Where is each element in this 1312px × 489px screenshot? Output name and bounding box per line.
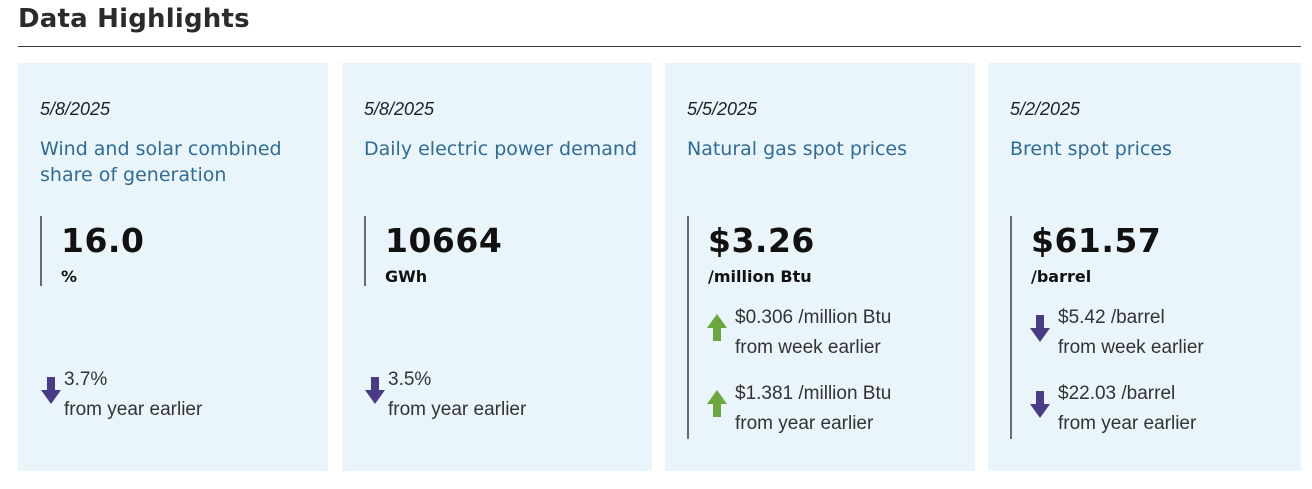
change-label: from year earlier — [388, 399, 527, 420]
change-label: from year earlier — [1058, 413, 1197, 434]
arrow-up-icon — [707, 390, 727, 417]
change-label: from week earlier — [735, 337, 881, 358]
card-value: 10664 — [385, 221, 503, 260]
card-title: Daily electric power demand — [364, 138, 638, 160]
change-item: 3.7% from year earlier — [40, 369, 320, 433]
highlight-card-power-demand[interactable]: 5/8/2025 Daily electric power demand 106… — [342, 63, 652, 471]
change-label: from week earlier — [1058, 337, 1204, 358]
arrow-down-icon — [365, 377, 385, 404]
highlight-card-natural-gas[interactable]: 5/5/2025 Natural gas spot prices $3.26 /… — [665, 63, 975, 471]
change-amount: 3.7% — [64, 369, 108, 390]
change-label: from year earlier — [735, 413, 874, 434]
change-item: $22.03 /barrel from year earlier — [1010, 383, 1290, 447]
change-amount: $22.03 /barrel — [1058, 383, 1176, 404]
card-unit: GWh — [385, 267, 428, 286]
card-date: 5/5/2025 — [687, 99, 758, 119]
change-amount: 3.5% — [388, 369, 432, 390]
card-value: $3.26 — [708, 221, 815, 260]
change-item: $1.381 /million Btu from year earlier — [687, 383, 967, 447]
card-title: Wind and solar combined share of generat… — [40, 138, 282, 186]
card-unit: /million Btu — [708, 267, 812, 286]
card-value: $61.57 — [1031, 221, 1162, 260]
arrow-down-icon — [1030, 315, 1050, 342]
value-divider — [364, 216, 366, 286]
change-label: from year earlier — [64, 399, 203, 420]
arrow-up-icon — [707, 314, 727, 341]
header-divider — [18, 46, 1301, 47]
card-value: 16.0 — [61, 221, 145, 260]
change-item: $5.42 /barrel from week earlier — [1010, 307, 1290, 371]
arrow-down-icon — [1030, 391, 1050, 418]
value-divider — [687, 216, 689, 439]
card-date: 5/2/2025 — [1010, 99, 1081, 119]
card-title: Natural gas spot prices — [687, 138, 908, 160]
value-divider — [1010, 216, 1012, 439]
card-title: Brent spot prices — [1010, 138, 1172, 160]
change-item: $0.306 /million Btu from week earlier — [687, 307, 967, 371]
highlight-card-wind-solar[interactable]: 5/8/2025 Wind and solar combined share o… — [18, 63, 328, 471]
card-date: 5/8/2025 — [364, 99, 435, 119]
change-item: 3.5% from year earlier — [364, 369, 644, 433]
change-amount: $5.42 /barrel — [1058, 307, 1165, 328]
card-unit: % — [61, 267, 78, 286]
change-amount: $1.381 /million Btu — [735, 383, 892, 404]
card-date: 5/8/2025 — [40, 99, 111, 119]
card-unit: /barrel — [1031, 267, 1092, 286]
arrow-down-icon — [41, 377, 61, 404]
value-divider — [40, 216, 42, 286]
section-title: Data Highlights — [18, 4, 250, 34]
highlight-card-brent[interactable]: 5/2/2025 Brent spot prices $61.57 /barre… — [988, 63, 1301, 471]
change-amount: $0.306 /million Btu — [735, 307, 892, 328]
